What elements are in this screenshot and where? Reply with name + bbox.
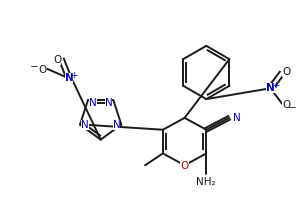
Text: N: N (113, 120, 120, 130)
Text: O: O (282, 67, 290, 77)
Text: N: N (105, 98, 112, 108)
Text: O: O (282, 100, 290, 110)
Text: N: N (65, 73, 73, 83)
Text: +: + (272, 81, 279, 90)
Text: N: N (81, 120, 89, 130)
Text: O: O (38, 64, 47, 74)
Text: O: O (181, 161, 189, 171)
Text: N: N (233, 113, 241, 123)
Text: −: − (288, 103, 297, 113)
Text: −: − (30, 62, 39, 72)
Text: +: + (70, 71, 78, 80)
Text: O: O (53, 55, 62, 65)
Text: NH₂: NH₂ (196, 177, 216, 187)
Text: N: N (266, 83, 275, 93)
Text: N: N (89, 98, 97, 108)
